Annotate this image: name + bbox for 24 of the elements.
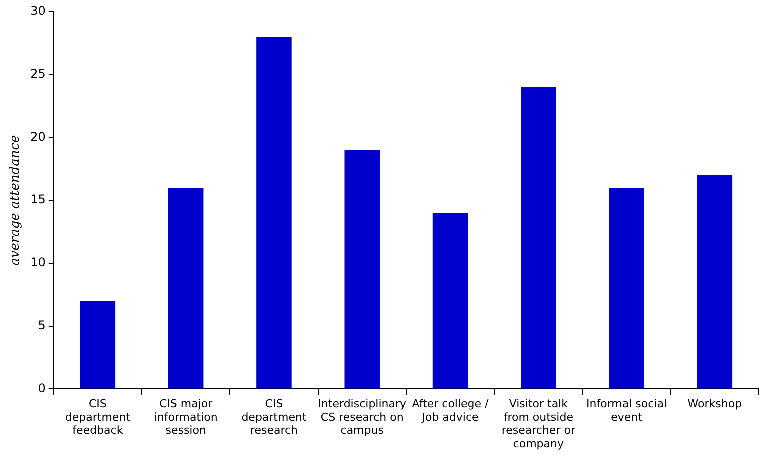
y-tick-label: 20 [30, 130, 46, 144]
x-tick-label: After college / Job advice [412, 398, 490, 424]
y-axis-title: average attendance [8, 135, 24, 266]
y-tick-label: 15 [30, 192, 46, 207]
x-tick-label: CIS department feedback [65, 398, 132, 438]
x-tick-label: Informal social event [586, 398, 668, 424]
x-tick-label: Visitor talk from outside researcher or company [502, 398, 576, 450]
x-tick-label: CIS department research [242, 398, 308, 438]
y-tick-label: 10 [30, 256, 46, 270]
x-tick-label: Interdisciplinary CS research on campus [318, 398, 408, 438]
bar [521, 87, 556, 389]
bar [432, 213, 468, 389]
y-tick-label: 25 [30, 66, 46, 81]
x-tick-label: CIS major information session [154, 398, 218, 438]
x-tick-label: Workshop [688, 398, 742, 411]
bar [80, 301, 116, 389]
bar [697, 175, 733, 389]
y-tick-label: 0 [38, 381, 46, 396]
bar [609, 188, 644, 389]
bar [344, 150, 380, 389]
bar [256, 37, 292, 389]
bar [168, 188, 204, 389]
y-tick-label: 30 [30, 4, 46, 18]
y-tick-label: 5 [38, 318, 46, 332]
